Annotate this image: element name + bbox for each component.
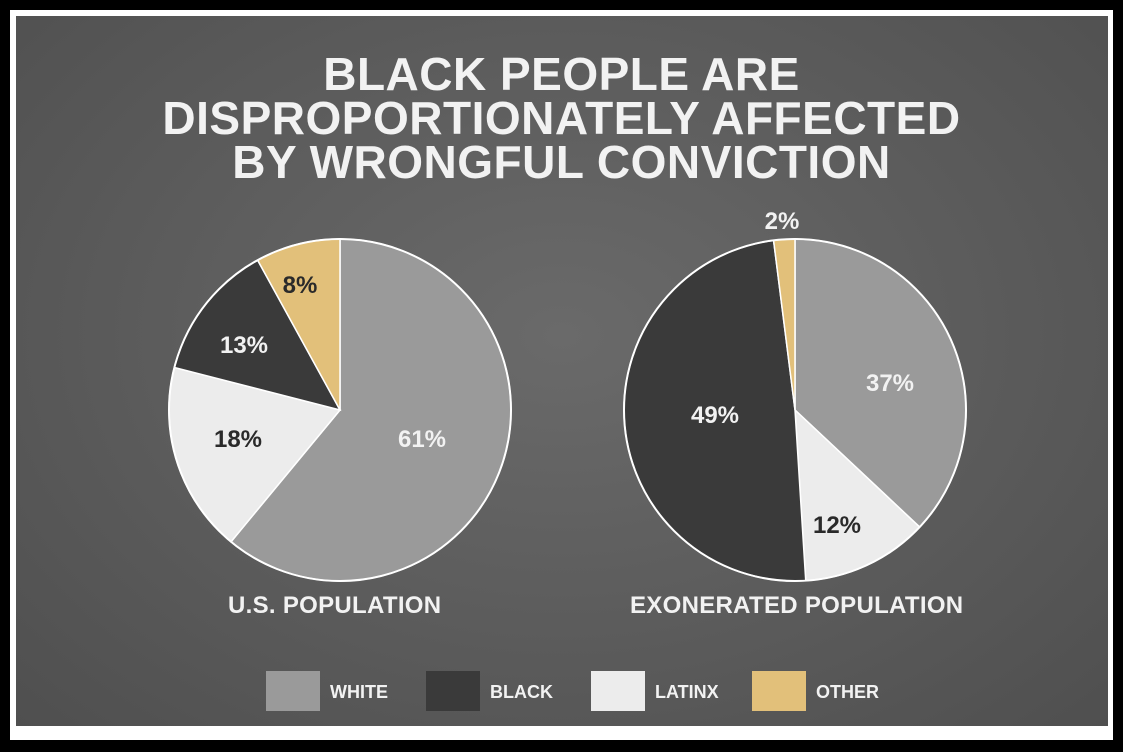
caption-us-population: U.S. POPULATION <box>228 592 442 619</box>
legend-label-black: BLACK <box>490 682 553 702</box>
legend-swatch-latinx <box>591 671 645 711</box>
legend-label-white: WHITE <box>330 682 388 702</box>
title-line-3: BY WRONGFUL CONVICTION <box>232 136 891 188</box>
legend-label-latinx: LATINX <box>655 682 719 702</box>
legend-label-other: OTHER <box>816 682 879 702</box>
pie-data-label-white: 61% <box>398 426 446 453</box>
pie-exonerated-population: 37% 12% 49% 2% <box>623 208 967 582</box>
pie-data-label-latinx: 18% <box>214 426 262 453</box>
legend-swatch-other <box>752 671 806 711</box>
pie-outline <box>623 238 967 582</box>
pie-data-label-latinx: 12% <box>813 512 861 539</box>
title-line-2: DISPROPORTIONATELY AFFECTED <box>162 92 961 144</box>
pie-outline <box>168 238 512 582</box>
caption-exonerated-population: EXONERATED POPULATION <box>630 592 964 619</box>
pie-data-label-black: 13% <box>220 332 268 359</box>
pie-data-label-other: 8% <box>283 272 318 299</box>
legend-swatch-white <box>266 671 320 711</box>
pie-us-population: 61% 18% 13% 8% <box>168 238 512 582</box>
title-line-1: BLACK PEOPLE ARE <box>323 48 800 100</box>
chart-title: BLACK PEOPLE ARE DISPROPORTIONATELY AFFE… <box>0 48 1123 188</box>
legend-swatch-black <box>426 671 480 711</box>
pie-data-label-black: 49% <box>691 402 739 429</box>
pie-data-label-other: 2% <box>765 208 800 235</box>
pie-data-label-white: 37% <box>866 370 914 397</box>
